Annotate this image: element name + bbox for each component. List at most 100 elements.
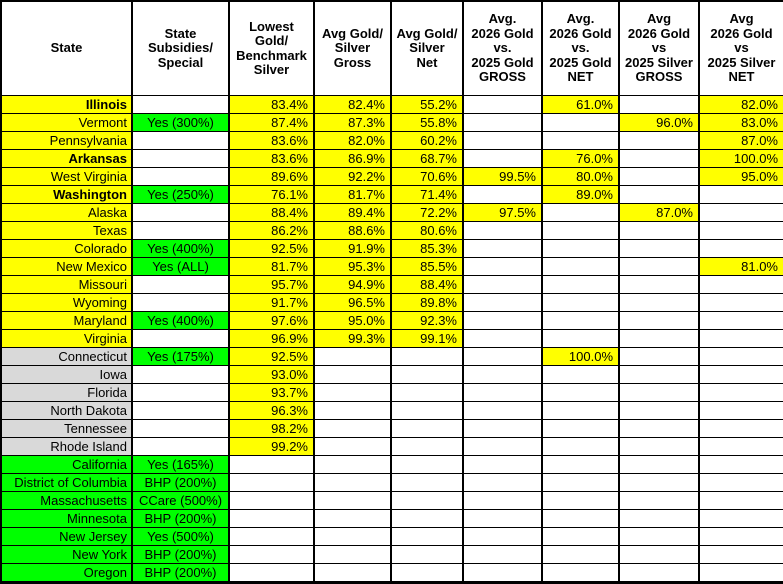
value-cell[interactable] (313, 491, 392, 510)
value-cell[interactable] (698, 203, 783, 222)
subsidy-cell[interactable] (131, 221, 230, 240)
value-cell[interactable] (462, 527, 543, 546)
value-cell[interactable]: 95.7% (228, 275, 315, 294)
value-cell[interactable]: 92.5% (228, 347, 315, 366)
value-cell[interactable] (313, 455, 392, 474)
value-cell[interactable] (618, 131, 700, 150)
value-cell[interactable] (541, 365, 620, 384)
value-cell[interactable] (390, 455, 464, 474)
value-cell[interactable]: 60.2% (390, 131, 464, 150)
value-cell[interactable]: 89.8% (390, 293, 464, 312)
value-cell[interactable]: 89.6% (228, 167, 315, 186)
value-cell[interactable] (698, 383, 783, 402)
value-cell[interactable] (698, 509, 783, 528)
value-cell[interactable] (228, 527, 315, 546)
value-cell[interactable]: 91.7% (228, 293, 315, 312)
subsidy-cell[interactable] (131, 293, 230, 312)
state-cell[interactable]: Pennsylvania (0, 131, 133, 150)
subsidy-cell[interactable]: Yes (400%) (131, 311, 230, 330)
value-cell[interactable] (541, 275, 620, 294)
value-cell[interactable]: 81.0% (698, 257, 783, 276)
value-cell[interactable] (618, 563, 700, 583)
state-cell[interactable]: Massachusetts (0, 491, 133, 510)
value-cell[interactable]: 96.3% (228, 401, 315, 420)
value-cell[interactable] (313, 419, 392, 438)
value-cell[interactable] (228, 455, 315, 474)
value-cell[interactable] (541, 113, 620, 132)
value-cell[interactable] (462, 329, 543, 348)
value-cell[interactable] (618, 491, 700, 510)
subsidy-cell[interactable]: Yes (500%) (131, 527, 230, 546)
value-cell[interactable]: 81.7% (313, 185, 392, 204)
value-cell[interactable]: 87.0% (698, 131, 783, 150)
value-cell[interactable]: 88.4% (228, 203, 315, 222)
subsidy-cell[interactable] (131, 419, 230, 438)
value-cell[interactable] (313, 563, 392, 583)
value-cell[interactable] (541, 383, 620, 402)
value-cell[interactable]: 96.5% (313, 293, 392, 312)
value-cell[interactable] (618, 383, 700, 402)
subsidy-cell[interactable]: Yes (300%) (131, 113, 230, 132)
value-cell[interactable] (618, 329, 700, 348)
value-cell[interactable]: 82.4% (313, 95, 392, 114)
value-cell[interactable] (541, 293, 620, 312)
value-cell[interactable] (462, 149, 543, 168)
value-cell[interactable]: 100.0% (698, 149, 783, 168)
value-cell[interactable] (698, 563, 783, 583)
state-cell[interactable]: New Mexico (0, 257, 133, 276)
value-cell[interactable]: 99.2% (228, 437, 315, 456)
state-cell[interactable]: West Virginia (0, 167, 133, 186)
subsidy-cell[interactable]: Yes (400%) (131, 239, 230, 258)
value-cell[interactable] (462, 419, 543, 438)
value-cell[interactable]: 85.5% (390, 257, 464, 276)
value-cell[interactable]: 96.9% (228, 329, 315, 348)
value-cell[interactable] (618, 365, 700, 384)
value-cell[interactable] (541, 473, 620, 492)
value-cell[interactable] (313, 347, 392, 366)
subsidy-cell[interactable] (131, 95, 230, 114)
subsidy-cell[interactable] (131, 203, 230, 222)
subsidy-cell[interactable] (131, 365, 230, 384)
value-cell[interactable] (390, 527, 464, 546)
value-cell[interactable]: 91.9% (313, 239, 392, 258)
value-cell[interactable] (698, 185, 783, 204)
subsidy-cell[interactable]: BHP (200%) (131, 563, 230, 583)
value-cell[interactable] (698, 437, 783, 456)
value-cell[interactable] (462, 113, 543, 132)
value-cell[interactable] (313, 437, 392, 456)
value-cell[interactable] (541, 563, 620, 583)
subsidy-cell[interactable] (131, 275, 230, 294)
value-cell[interactable] (462, 545, 543, 564)
state-cell[interactable]: Florida (0, 383, 133, 402)
value-cell[interactable]: 82.0% (698, 95, 783, 114)
value-cell[interactable]: 93.7% (228, 383, 315, 402)
value-cell[interactable] (228, 563, 315, 583)
value-cell[interactable]: 76.0% (541, 149, 620, 168)
value-cell[interactable] (390, 383, 464, 402)
state-cell[interactable]: Colorado (0, 239, 133, 258)
value-cell[interactable] (390, 509, 464, 528)
value-cell[interactable] (618, 401, 700, 420)
state-cell[interactable]: California (0, 455, 133, 474)
value-cell[interactable] (541, 437, 620, 456)
state-cell[interactable]: Missouri (0, 275, 133, 294)
value-cell[interactable] (618, 149, 700, 168)
header-state-subsidies[interactable]: State Subsidies/ Special (131, 0, 230, 96)
subsidy-cell[interactable] (131, 437, 230, 456)
value-cell[interactable] (228, 491, 315, 510)
value-cell[interactable]: 86.2% (228, 221, 315, 240)
value-cell[interactable] (541, 257, 620, 276)
state-cell[interactable]: Virginia (0, 329, 133, 348)
value-cell[interactable] (228, 545, 315, 564)
value-cell[interactable]: 82.0% (313, 131, 392, 150)
state-cell[interactable]: Illinois (0, 95, 133, 114)
value-cell[interactable]: 87.3% (313, 113, 392, 132)
subsidy-cell[interactable]: Yes (ALL) (131, 257, 230, 276)
value-cell[interactable]: 55.8% (390, 113, 464, 132)
state-cell[interactable]: Oregon (0, 563, 133, 583)
value-cell[interactable] (541, 545, 620, 564)
value-cell[interactable] (313, 527, 392, 546)
state-cell[interactable]: Rhode Island (0, 437, 133, 456)
value-cell[interactable] (462, 275, 543, 294)
value-cell[interactable] (698, 545, 783, 564)
